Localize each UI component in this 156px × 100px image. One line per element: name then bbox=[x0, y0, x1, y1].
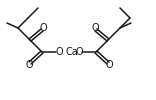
Text: O: O bbox=[105, 60, 113, 70]
Text: O: O bbox=[55, 47, 63, 57]
Text: Ca: Ca bbox=[66, 47, 78, 57]
Text: O: O bbox=[39, 23, 47, 33]
Text: O: O bbox=[75, 47, 83, 57]
Text: O: O bbox=[25, 60, 33, 70]
Text: O: O bbox=[91, 23, 99, 33]
